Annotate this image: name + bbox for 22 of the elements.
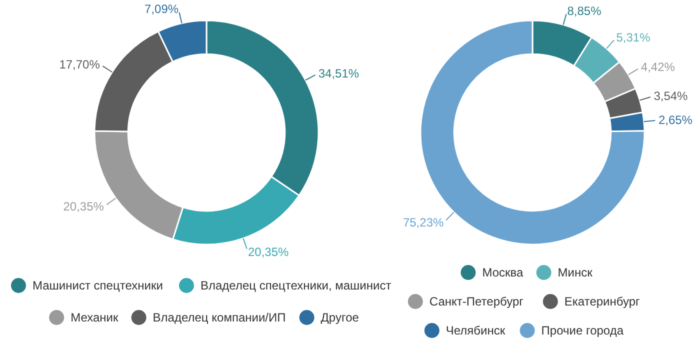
legend-label: Прочие города	[541, 324, 624, 338]
legend-label: Екатеринбург	[564, 294, 641, 308]
legend-label: Другое	[320, 310, 360, 324]
legend-label: Челябинск	[446, 324, 506, 338]
legend-label: Механик	[70, 310, 120, 324]
data-label: 20,35%	[248, 245, 290, 260]
data-label: 20,35%	[63, 200, 104, 214]
legend-label: Минск	[558, 266, 594, 280]
data-label: 7,09%	[144, 2, 179, 16]
data-label: 3,54%	[654, 89, 688, 104]
data-label: 4,42%	[640, 60, 676, 74]
legend-label: Санкт-Петербург	[429, 294, 524, 308]
legend-label: Владелец спецтехники, машинист	[200, 278, 392, 292]
legend-label: Машинист спецтехники	[32, 278, 163, 292]
data-label: 2,65%	[658, 113, 693, 128]
data-label: 75,23%	[402, 216, 444, 230]
data-label: 8,85%	[567, 4, 602, 18]
data-label: 34,51%	[318, 66, 360, 80]
data-label: 5,31%	[616, 30, 651, 45]
legend-label: Владелец компании/ИП	[152, 310, 286, 324]
legend-label: Москва	[482, 266, 524, 280]
data-label: 17,70%	[59, 57, 100, 72]
